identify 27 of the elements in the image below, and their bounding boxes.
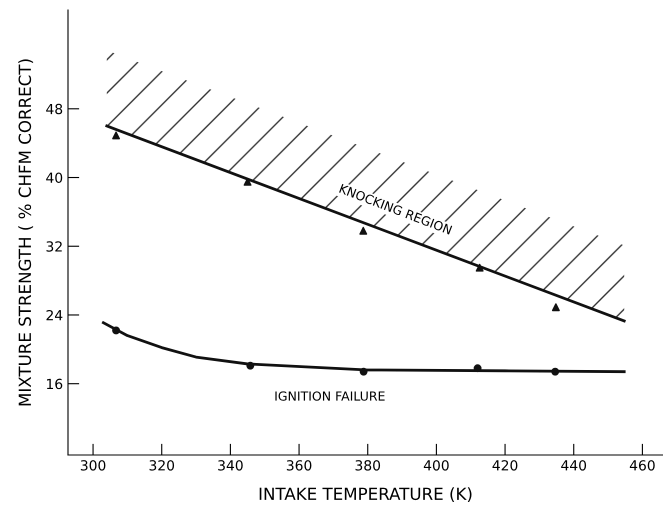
point [552, 303, 560, 312]
y-tick-label: 48 [46, 104, 62, 114]
x-tick-label: 440 [561, 460, 586, 471]
x-tick-label: 460 [630, 460, 655, 471]
x-tick-label: 380 [356, 460, 380, 471]
y-tick-label: 16 [46, 378, 62, 390]
point [246, 362, 254, 370]
point [244, 178, 252, 186]
x-tick-label: 400 [424, 460, 449, 471]
annotation: IGNITION FAILURE [275, 391, 385, 401]
point [476, 264, 484, 272]
point [112, 131, 120, 140]
point [359, 226, 368, 235]
x-tick-label: 420 [492, 460, 518, 471]
y-tick-label: 24 [46, 310, 62, 320]
x-tick-label: 300 [80, 460, 106, 471]
y-tick-label: 40 [46, 172, 62, 183]
y-axis-title: MIXTURE STRENGTH ( % CHFM CORRECT) [18, 59, 34, 406]
point [112, 326, 120, 334]
x-tick-label: 340 [218, 460, 243, 471]
x-tick-label: 360 [286, 460, 312, 471]
point [551, 368, 560, 376]
x-axis-title: INTAKE TEMPERATURE (K) [260, 487, 472, 502]
y-tick-label: 32 [46, 241, 62, 252]
x-tick-label: 320 [150, 460, 174, 471]
point [474, 364, 482, 372]
point [360, 368, 368, 376]
